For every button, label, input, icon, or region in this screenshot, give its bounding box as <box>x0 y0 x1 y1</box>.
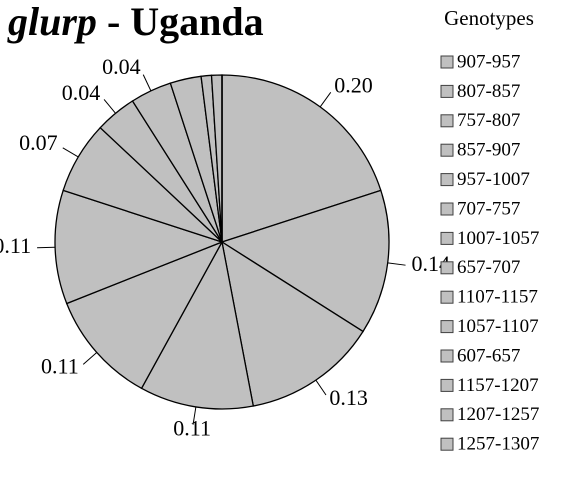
legend-label: 857-907 <box>457 140 520 161</box>
legend-label: 1007-1057 <box>457 228 539 249</box>
legend-label: 707-757 <box>457 198 520 219</box>
legend-label: 607-657 <box>457 345 520 366</box>
title-rest: - Uganda <box>107 0 264 44</box>
legend-swatch <box>440 202 454 216</box>
pie-slice <box>221 74 382 243</box>
legend-swatch <box>440 261 454 275</box>
data-label: 0.07 <box>19 130 58 155</box>
legend-label: 1257-1307 <box>457 434 539 455</box>
legend-label: 657-707 <box>457 257 520 278</box>
title-italic: glurp <box>7 0 97 44</box>
legend-swatch <box>440 320 454 334</box>
legend-swatch <box>440 349 454 363</box>
legend-label: 1057-1107 <box>457 316 539 337</box>
legend-label: 957-1007 <box>457 169 530 190</box>
data-label: 0.04 <box>62 80 101 105</box>
legend-label: 757-807 <box>457 110 520 131</box>
legend-swatch <box>440 114 454 128</box>
legend-swatch <box>440 231 454 245</box>
pie-slice <box>140 240 255 410</box>
data-label: 0.04 <box>102 54 141 79</box>
leader-line <box>82 352 98 365</box>
pie-slice <box>54 189 224 305</box>
data-label: 0.11 <box>41 353 79 378</box>
legend-label: 907-957 <box>457 51 520 72</box>
leader-line <box>62 147 79 158</box>
leader-line <box>387 262 406 266</box>
legend-swatch <box>440 84 454 98</box>
data-label: 0.13 <box>329 385 368 410</box>
leader-line <box>103 99 116 114</box>
pie-slice <box>220 189 390 333</box>
legend-swatch <box>440 173 454 187</box>
pie-slice <box>221 240 364 407</box>
legend-label: 807-857 <box>457 81 520 102</box>
legend-label: 1107-1157 <box>457 287 538 308</box>
legend-swatch <box>440 378 454 392</box>
leader-line <box>142 74 152 92</box>
legend-swatch <box>440 55 454 69</box>
chart-title: glurp - Uganda <box>7 0 264 44</box>
leader-line <box>315 379 327 396</box>
legend-label: 1157-1207 <box>457 375 539 396</box>
data-label: 0.11 <box>0 233 31 258</box>
legend-swatch <box>440 408 454 422</box>
leader-line <box>319 92 332 108</box>
data-label: 0.20 <box>334 73 373 98</box>
legend-swatch <box>440 437 454 451</box>
legend-title: Genotypes <box>444 6 534 30</box>
legend-swatch <box>440 290 454 304</box>
legend-label: 1207-1257 <box>457 404 539 425</box>
data-label: 0.11 <box>173 416 211 441</box>
leader-line <box>192 406 197 425</box>
leader-line <box>37 246 56 249</box>
legend-swatch <box>440 143 454 157</box>
pie-slice <box>65 240 224 390</box>
